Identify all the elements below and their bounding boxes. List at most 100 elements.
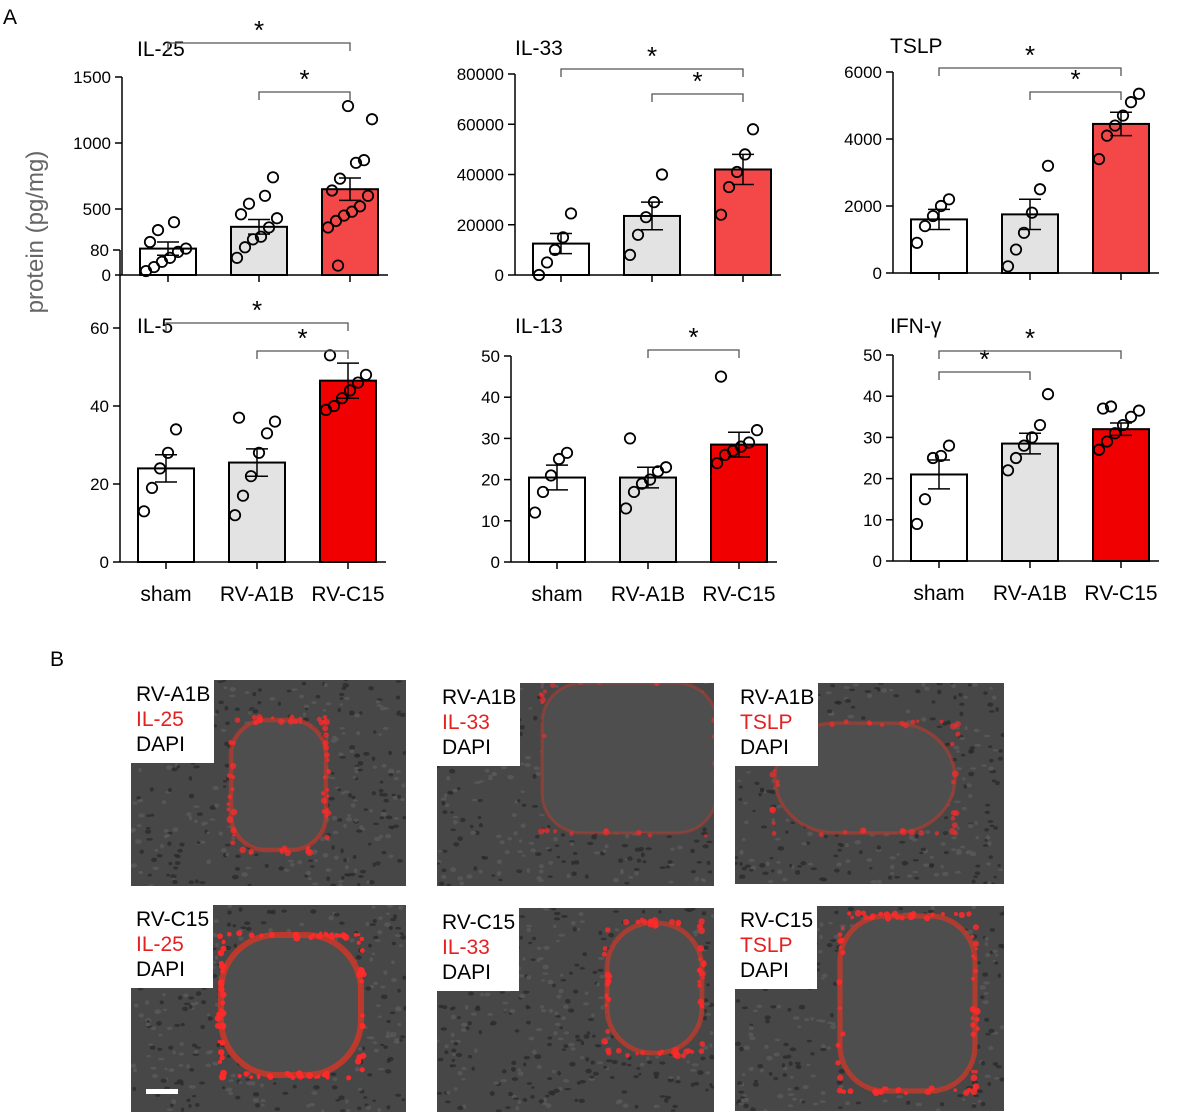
tissue-cell (766, 1055, 773, 1061)
fluorescence-spot (974, 947, 978, 951)
data-point (163, 251, 177, 264)
tissue-cell (914, 876, 920, 880)
tissue-cell (365, 986, 372, 991)
tissue-cell (357, 882, 361, 886)
y-tick-label: 0 (102, 266, 111, 285)
tissue-cell (395, 1093, 402, 1097)
tissue-cell (797, 865, 803, 868)
micrograph-label: RV-A1B TSLP DAPI (735, 683, 819, 766)
tissue-cell (311, 1090, 318, 1095)
tissue-cell (440, 797, 447, 801)
tissue-cell (397, 794, 402, 799)
chart-title: IL-33 (515, 37, 563, 60)
tissue-cell (372, 730, 377, 734)
y-tick-label: 1500 (73, 68, 111, 87)
fluorescence-spot (322, 775, 327, 780)
tissue-cell (928, 863, 935, 868)
tissue-cell (622, 1103, 629, 1108)
fluorescence-spot (359, 1067, 365, 1073)
data-point (242, 197, 256, 210)
tissue-cell (819, 1100, 826, 1103)
fluorescence-spot (221, 940, 226, 945)
tissue-cell (974, 871, 981, 876)
tissue-cell (702, 878, 706, 883)
fluorescence-spot (220, 991, 227, 998)
tissue-cell (602, 849, 607, 853)
tissue-cell (377, 1015, 382, 1019)
tissue-cell (744, 864, 752, 868)
tissue-cell (990, 882, 996, 884)
tissue-cell (449, 1064, 457, 1068)
tissue-cell (150, 1026, 157, 1031)
tissue-cell (150, 1066, 157, 1070)
tissue-cell (287, 859, 294, 863)
tissue-cell (164, 1086, 171, 1090)
tissue-cell (214, 803, 220, 808)
tissue-cell (373, 981, 379, 985)
data-point (232, 411, 246, 424)
tissue-cell (899, 840, 906, 844)
tissue-cell (163, 829, 169, 833)
tissue-cell (889, 856, 897, 860)
tissue-cell (768, 1071, 773, 1076)
fluorescence-spot (360, 1013, 365, 1018)
tissue-cell (508, 1091, 513, 1097)
tissue-cell (858, 850, 863, 855)
tissue-cell (1001, 911, 1004, 915)
tissue-cell (230, 1073, 236, 1078)
data-point (137, 505, 151, 518)
tissue-cell (752, 809, 756, 813)
tissue-cell (224, 843, 231, 847)
tissue-cell (450, 828, 457, 832)
fluorescence-spot (226, 807, 231, 812)
tissue-cell (555, 1015, 561, 1018)
tissue-cell (519, 935, 523, 940)
tissue-cell (359, 711, 363, 715)
tissue-cell (368, 686, 374, 691)
tissue-cell (825, 691, 832, 695)
fluorescence-spot (231, 740, 236, 746)
tissue-cell (983, 992, 989, 995)
tissue-cell (646, 1060, 653, 1065)
fluorescence-spot (335, 932, 339, 937)
tissue-cell (542, 972, 549, 975)
tissue-cell (518, 839, 523, 843)
tissue-cell (395, 926, 402, 930)
tissue-cell (557, 1071, 562, 1076)
data-point (926, 451, 940, 465)
tissue-cell (742, 1094, 747, 1097)
tissue-cell (146, 1020, 150, 1024)
tissue-cell (227, 905, 233, 908)
tissue-cell (145, 826, 151, 830)
tissue-cell (514, 1029, 520, 1033)
tissue-cell (705, 1071, 711, 1075)
tissue-cell (994, 953, 999, 957)
tissue-cell (188, 996, 195, 1000)
tissue-cell (531, 936, 537, 941)
bar-RV-A1B (228, 461, 286, 563)
fluorescence-spot (256, 714, 263, 721)
tissue-cell (302, 712, 307, 717)
tissue-cell (574, 1098, 579, 1103)
tissue-cell (795, 1064, 800, 1069)
data-point (623, 432, 637, 445)
tissue-cell (547, 824, 551, 829)
tissue-cell (484, 768, 490, 773)
label-marker: IL-25 (136, 708, 184, 731)
fluorescence-spot (329, 932, 334, 938)
fluorescence-spot (605, 1028, 611, 1035)
tissue-cell (706, 860, 711, 866)
micrograph-label: RV-C15 IL-25 DAPI (131, 905, 214, 988)
tissue-cell (222, 779, 228, 783)
fluorescence-spot (577, 683, 584, 686)
tissue-cell (149, 1045, 156, 1050)
fluorescence-spot (884, 915, 892, 922)
tissue-cell (331, 771, 335, 775)
tissue-cell (319, 836, 326, 842)
tissue-cell (146, 1055, 151, 1058)
data-point (1108, 119, 1122, 132)
tissue-cell (744, 820, 749, 825)
fluorescence-spot (930, 912, 935, 918)
tissue-cell (576, 1081, 582, 1085)
fluorescence-spot (648, 918, 655, 925)
